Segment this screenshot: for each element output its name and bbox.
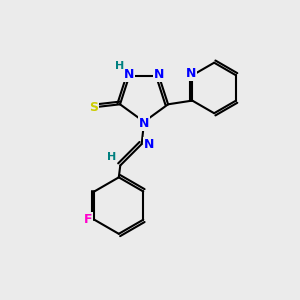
Text: H: H xyxy=(107,152,116,161)
Text: N: N xyxy=(144,138,154,151)
Text: H: H xyxy=(115,61,124,71)
Text: N: N xyxy=(154,68,164,81)
Text: N: N xyxy=(186,67,196,80)
Text: F: F xyxy=(83,213,92,226)
Text: N: N xyxy=(139,117,149,130)
Text: S: S xyxy=(89,101,98,114)
Text: N: N xyxy=(124,68,134,81)
